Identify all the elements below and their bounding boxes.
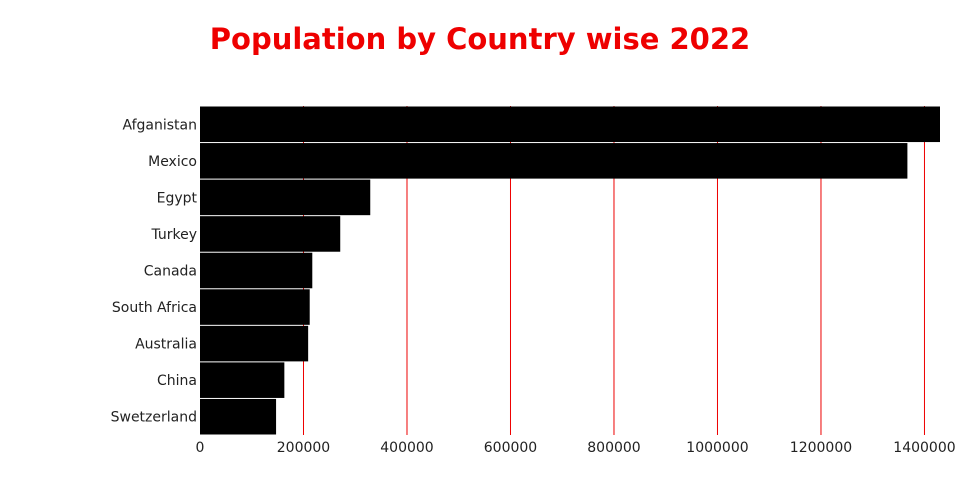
x-tick-label-1000000: 1000000	[686, 440, 748, 456]
x-tick-label-600000: 600000	[484, 440, 537, 456]
category-label-turkey: Turkey	[150, 227, 197, 243]
bars	[200, 106, 940, 435]
category-label-afganistan: Afganistan	[123, 117, 197, 133]
category-label-south-africa: South Africa	[112, 300, 197, 316]
bar-swetzerland	[200, 398, 277, 435]
category-label-swetzerland: Swetzerland	[111, 410, 197, 426]
chart-title: Population by Country wise 2022	[209, 22, 751, 56]
category-label-mexico: Mexico	[148, 154, 197, 170]
bar-afganistan	[200, 106, 940, 143]
x-tick-labels: 0 200000 400000 600000 800000 1000000 1200000 1…	[196, 440, 956, 456]
category-label-egypt: Egypt	[157, 190, 198, 206]
bar-mexico	[200, 143, 908, 179]
bar-turkey	[200, 216, 341, 252]
category-labels: Afganistan Mexico Egypt Turkey Canada South A…	[111, 117, 198, 425]
x-tick-label-400000: 400000	[380, 440, 433, 456]
bar-egypt	[200, 179, 371, 216]
x-tick-label-1200000: 1200000	[790, 440, 852, 456]
x-tick-label-800000: 800000	[587, 440, 640, 456]
x-tick-label-200000: 200000	[277, 440, 330, 456]
category-label-canada: Canada	[144, 264, 197, 280]
bar-canada	[200, 252, 313, 289]
x-tick-label-0: 0	[196, 440, 205, 456]
category-label-china: China	[157, 373, 197, 389]
bar-south-africa	[200, 289, 310, 325]
bar-china	[200, 362, 285, 398]
bar-australia	[200, 325, 309, 362]
x-tick-label-1400000: 1400000	[893, 440, 955, 456]
category-label-australia: Australia	[135, 337, 197, 353]
